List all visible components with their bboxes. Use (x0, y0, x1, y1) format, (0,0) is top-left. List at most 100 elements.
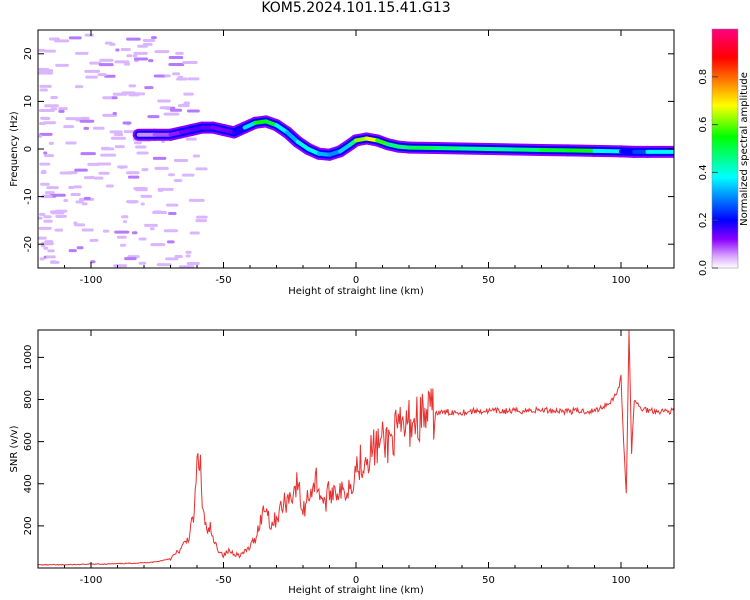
spectrogram-noise-cell (128, 200, 138, 204)
spectrogram-noise-cell (115, 48, 120, 52)
spectrogram-noise-cell (101, 147, 115, 151)
spectrogram-noise-cell (133, 51, 148, 55)
spectrogram-noise-cell (114, 145, 125, 149)
spectrogram-noise-cell (39, 84, 52, 88)
spectrogram-noise-cell (85, 75, 98, 79)
spectrogram-noise-cell (140, 202, 145, 206)
ridge-core-segment (295, 139, 311, 151)
spectrogram-noise-cell (174, 254, 183, 258)
spectrogram-noise-cell (39, 132, 53, 136)
spectrogram-noise-cell (63, 125, 75, 129)
spectrogram-y-tick-label: -10 (23, 188, 34, 204)
spectrogram-noise-cell (68, 36, 82, 40)
spectrogram-noise-cell (38, 216, 43, 220)
colorbar-tick-label: 0.2 (698, 212, 709, 228)
spectrogram-noise-cell (110, 136, 127, 140)
spectrogram-noise-cell (133, 141, 142, 145)
chart-title: KOM5.2024.101.15.41.G13 (261, 0, 451, 16)
snr-y-tick-label: 1000 (23, 345, 34, 370)
spectrogram-noise-cell (186, 109, 200, 113)
snr-frame (37, 329, 675, 569)
spectrogram-noise-cell (39, 257, 45, 261)
spectrogram-noise-cell (169, 108, 183, 112)
spectrogram-noise-cell (121, 91, 136, 95)
spectrogram-noise-cell (54, 209, 68, 213)
spectrogram-noise-cell (163, 229, 178, 233)
spectrogram-noise-cell (38, 236, 47, 240)
spectrogram-noise-cell (40, 116, 50, 120)
spectrogram-noise-cell (154, 166, 169, 170)
spectrogram-y-tick-label: 10 (23, 95, 34, 108)
colorbar-tick-label: 0.6 (698, 117, 709, 133)
spectrogram-noise-cell (124, 257, 137, 261)
spectrogram-noise-cell (39, 162, 51, 166)
spectrogram-noise-cell (104, 74, 116, 78)
spectrogram-noise-cell (93, 176, 104, 180)
spectrogram-noise-cell (188, 198, 205, 202)
spectrogram-noise-cell (172, 72, 181, 76)
spectrogram-noise-cell (135, 145, 147, 149)
spectrogram-noise-cell (38, 109, 55, 113)
spectrogram-noise-cell (182, 60, 198, 64)
snr-x-axis-label: Height of straight line (km) (288, 585, 424, 596)
spectrogram-noise-cell (176, 77, 188, 81)
spectrogram-noise-cell (159, 106, 171, 110)
spectrogram-noise-cell (73, 185, 82, 189)
spectrogram-noise-cell (102, 96, 115, 100)
spectrogram-noise-cell (46, 186, 59, 190)
spectrogram-noise-cell (187, 77, 200, 81)
spectrogram-noise-cell (140, 194, 153, 198)
spectrogram-noise-cell (38, 226, 52, 230)
spectrogram-noise-cell (166, 240, 175, 244)
spectrogram-noise-cell (84, 69, 101, 73)
spectrogram-noise-cell (119, 243, 126, 247)
spectrogram-noise-cell (81, 228, 94, 232)
spectrogram-noise-cell (181, 103, 188, 107)
spectrogram-noise-cell (105, 184, 114, 188)
snr-y-tick-label: 200 (23, 516, 34, 535)
spectrogram-y-tick-label: 0 (23, 146, 34, 152)
spectrogram-noise-cell (189, 231, 200, 235)
spectrogram-noise-cell (58, 109, 65, 113)
spectrogram-noise-cell (75, 200, 84, 204)
spectrogram-noise-cell (178, 265, 195, 268)
spectrogram-noise-cell (38, 69, 54, 73)
spectrogram-noise-cell (132, 54, 138, 58)
spectrogram-noise-cell (54, 228, 64, 232)
spectrogram-noise-cell (165, 257, 179, 261)
spectrogram-noise-cell (168, 173, 175, 177)
spectrogram-noise-cell (38, 71, 54, 75)
spectrogram-noise-cell (41, 169, 47, 173)
spectrogram-noise-cell (181, 173, 195, 177)
snr-y-tick-label: 400 (23, 474, 34, 493)
spectrogram-noise-cell (98, 171, 110, 175)
spectrogram-noise-cell (111, 96, 118, 100)
colorbar-gradient (712, 29, 738, 268)
spectrogram-noise-cell (131, 231, 138, 235)
spectrogram-y-tick-label: 20 (23, 47, 34, 60)
spectrogram-noise-cell (113, 264, 128, 268)
spectrogram-noise-cell (43, 151, 48, 155)
spectrogram-noise-cell (186, 261, 200, 265)
spectrogram-noise-cell (136, 151, 149, 155)
snr-x-tick-label: 0 (353, 575, 359, 586)
spectrogram-noise-cell (173, 178, 183, 182)
spectrogram-noise-cell (39, 88, 48, 92)
spectrogram-noise-cell (89, 238, 95, 242)
spectrogram-y-tick-label: -20 (23, 236, 34, 252)
spectrogram-noise-cell (152, 156, 167, 160)
ridge-core-segment (285, 130, 300, 144)
colorbar-ticks: 0.0 0.2 0.4 0.6 0.8 (698, 69, 718, 276)
spectrogram-noise-cell (149, 227, 155, 231)
spectrogram-noise-cell (63, 198, 69, 202)
spectrogram-noise-cell (89, 61, 102, 65)
spectrogram-noise-cell (195, 219, 208, 223)
spectrogram-noise-cell (83, 126, 90, 130)
spectrogram-noise-cell (168, 212, 177, 216)
spectrogram-noise-cell (43, 219, 53, 223)
colorbar-tick-label: 0.8 (698, 69, 709, 85)
spectrogram-noise-cell (195, 167, 208, 171)
spectrogram-noise-cell (166, 203, 179, 207)
